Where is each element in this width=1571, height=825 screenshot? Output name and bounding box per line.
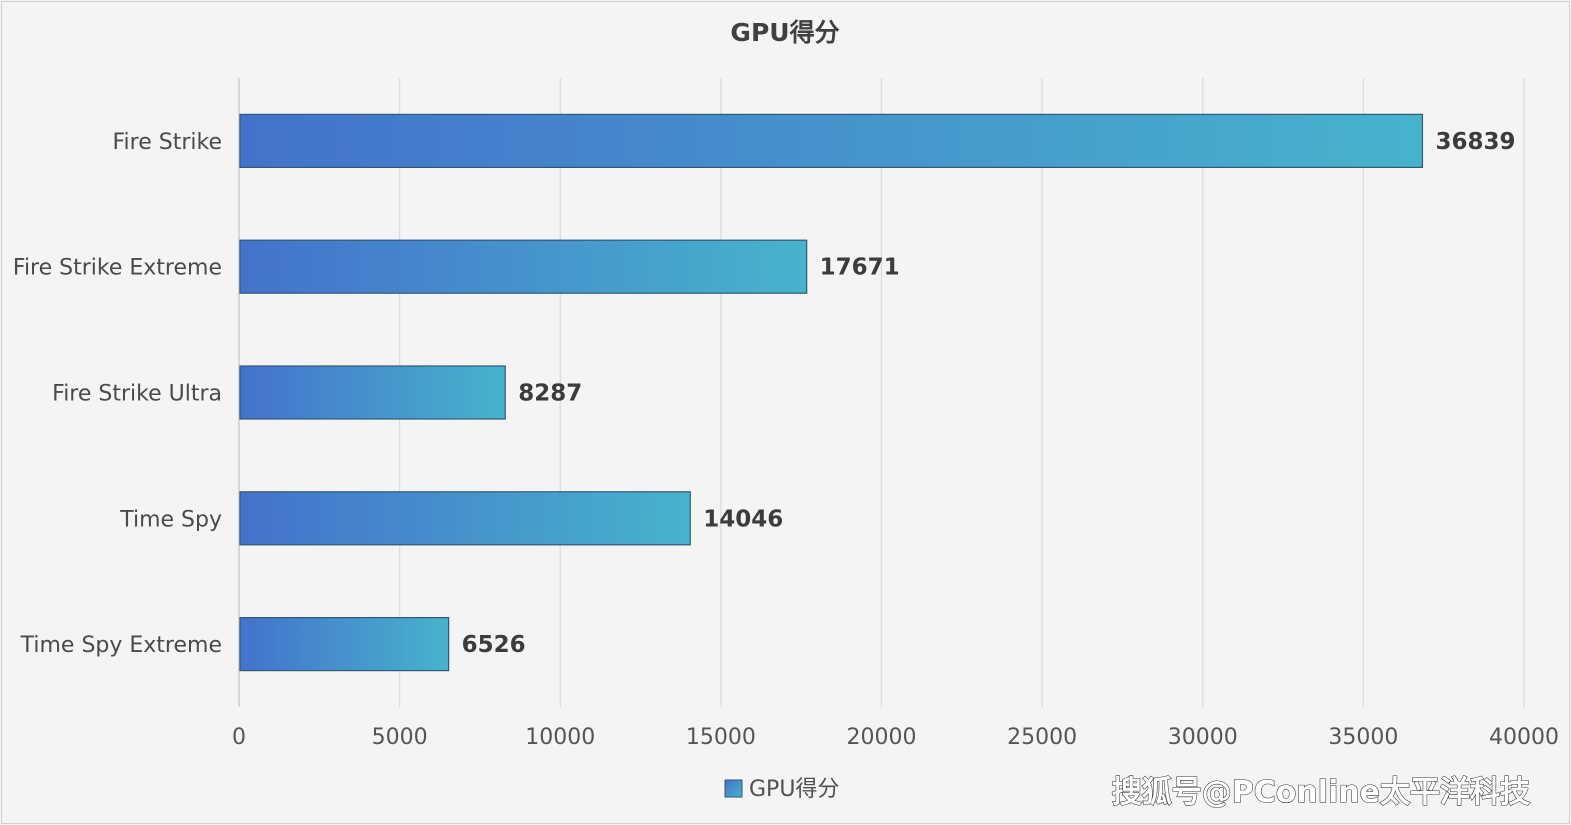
data-label: 36839: [1435, 129, 1515, 155]
bar-fire-strike: [239, 113, 1424, 169]
category-label: Fire Strike Extreme: [13, 256, 222, 281]
data-label: 14046: [703, 506, 783, 532]
x-tick-label: 5000: [372, 725, 428, 750]
x-tick-label: 15000: [686, 725, 756, 750]
x-tick-label: 25000: [1007, 725, 1077, 750]
data-label: 17671: [820, 255, 900, 281]
gridlines: [238, 78, 1525, 707]
data-label: 6526: [462, 632, 526, 658]
labels: 0 5000 10000 15000 20000 25000 30000 35000 40000…: [13, 129, 1559, 750]
bar-fire-strike-extreme: [239, 239, 808, 294]
x-tick-label: 40000: [1489, 725, 1559, 750]
x-tick-label: 0: [232, 725, 246, 750]
watermark: 搜狐号@PConline太平洋科技: [1112, 775, 1530, 810]
chart-title: GPU得分: [730, 18, 839, 47]
x-tick-label: 20000: [847, 725, 917, 750]
category-label: Time Spy: [119, 507, 222, 532]
legend-label: GPU得分: [749, 777, 839, 802]
category-label: Fire Strike: [113, 130, 223, 155]
bar-time-spy: [239, 491, 691, 546]
bar-time-spy-extreme: [239, 616, 450, 672]
legend-swatch: [724, 779, 743, 798]
legend: GPU得分: [724, 777, 839, 802]
x-tick-label: 35000: [1328, 725, 1398, 750]
bars: [239, 113, 1424, 672]
data-label: 8287: [518, 381, 582, 407]
x-tick-label: 10000: [525, 725, 595, 750]
category-label: Fire Strike Ultra: [52, 382, 222, 407]
x-tick-label: 30000: [1168, 725, 1238, 750]
category-label: Time Spy Extreme: [20, 633, 222, 658]
bar-fire-strike-ultra: [239, 365, 506, 420]
